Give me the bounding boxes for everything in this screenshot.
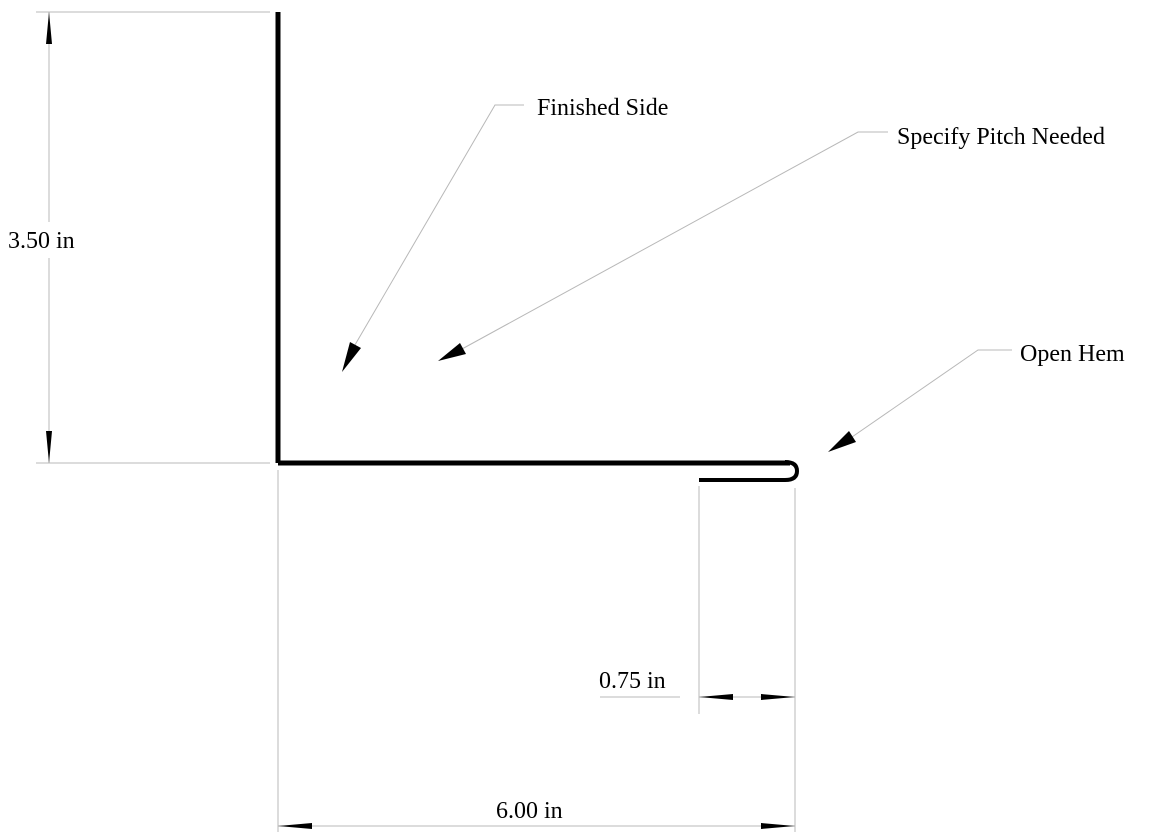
hem-arrow-right: [761, 694, 795, 700]
hem-dimension: 0.75 in: [599, 486, 795, 714]
open-hem-label: Open Hem: [1020, 341, 1125, 367]
part-profile: [275, 12, 800, 482]
width-dimension-label: 6.00 in: [496, 798, 563, 824]
height-dimension: 3.50 in: [2, 11, 270, 464]
specify-pitch-leader: [461, 131, 888, 350]
width-arrow-right: [761, 823, 795, 829]
specify-pitch-label: Specify Pitch Needed: [897, 124, 1105, 150]
width-arrow-left: [278, 823, 312, 829]
hem-dimension-label: 0.75 in: [599, 668, 666, 694]
height-dimension-label: 3.50 in: [8, 228, 75, 254]
callout-specify-pitch: Specify Pitch Needed: [438, 124, 1105, 361]
height-arrow-bottom: [46, 431, 52, 463]
finished-side-arrowhead: [342, 342, 361, 372]
width-dimension: 6.00 in: [277, 470, 796, 832]
open-hem-arrowhead: [828, 431, 856, 452]
finished-side-leader: [351, 104, 524, 351]
hem-arrow-left: [699, 694, 733, 700]
specify-pitch-arrowhead: [438, 343, 466, 361]
callout-finished-side: Finished Side: [342, 95, 668, 372]
height-arrow-top: [46, 12, 52, 44]
open-hem-leader: [851, 349, 1012, 438]
callout-open-hem: Open Hem: [828, 341, 1125, 452]
finished-side-label: Finished Side: [537, 95, 668, 121]
open-hem-return: [699, 460, 800, 482]
